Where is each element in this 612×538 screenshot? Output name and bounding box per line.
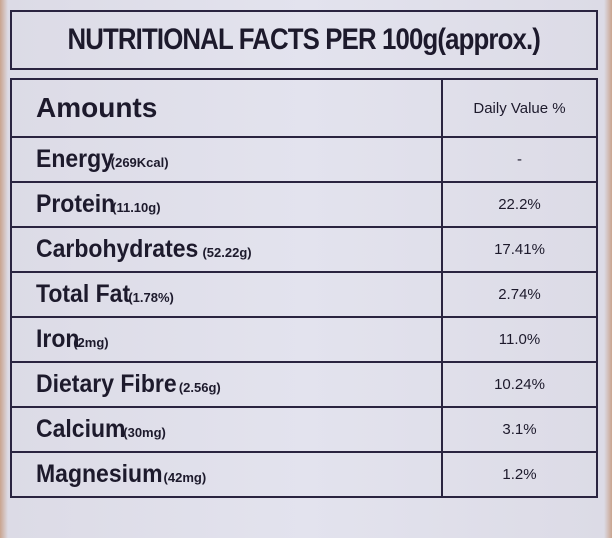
nutrient-amount: (30mg) xyxy=(123,425,166,440)
nutrient-amount: (42mg) xyxy=(163,470,207,485)
nutrient-name: Calcium xyxy=(36,415,126,443)
header-row: Amounts Daily Value % xyxy=(10,78,598,138)
nutrient-cell: Calcium(30mg) xyxy=(10,406,443,453)
nutrient-cell: Total Fat(1.78%) xyxy=(10,271,443,318)
daily-value: 2.74% xyxy=(441,271,598,318)
nutrient-row: Energy(269Kcal) - xyxy=(10,136,598,183)
daily-value: 17.41% xyxy=(441,226,598,273)
nutrient-name: Iron xyxy=(36,325,80,353)
nutrient-cell: Energy(269Kcal) xyxy=(10,136,443,183)
daily-value: 10.24% xyxy=(441,361,598,408)
nutrient-row: Carbohydrates (52.22g) 17.41% xyxy=(10,226,598,273)
nutrient-row: Dietary Fibre (2.56g) 10.24% xyxy=(10,361,598,408)
nutrient-cell: Dietary Fibre (2.56g) xyxy=(10,361,443,408)
nutrient-name: Magnesium xyxy=(36,460,163,488)
header-amounts: Amounts xyxy=(10,78,443,138)
nutrient-cell: Protein(11.10g) xyxy=(10,181,443,228)
nutrient-name: Energy xyxy=(36,145,114,173)
nutrient-row: Protein(11.10g) 22.2% xyxy=(10,181,598,228)
daily-value: 1.2% xyxy=(441,451,598,498)
nutrient-row: Magnesium(42mg) 1.2% xyxy=(10,451,598,498)
daily-value: 22.2% xyxy=(441,181,598,228)
nutrient-name: Carbohydrates xyxy=(36,235,199,263)
daily-value: 11.0% xyxy=(441,316,598,363)
nutrient-row: Calcium(30mg) 3.1% xyxy=(10,406,598,453)
daily-value: 3.1% xyxy=(441,406,598,453)
title-box: NUTRITIONAL FACTS PER 100g(approx.) xyxy=(10,10,598,70)
nutrient-name: Dietary Fibre xyxy=(36,370,177,398)
nutrient-amount: (52.22g) xyxy=(202,245,252,260)
header-daily-value: Daily Value % xyxy=(441,78,598,138)
nutrition-table: Amounts Daily Value % Energy(269Kcal) - Pr… xyxy=(10,78,598,498)
nutrient-amount: (11.10g) xyxy=(112,200,161,215)
nutrient-amount: (2mg) xyxy=(73,335,109,350)
nutrient-amount: (2.56g) xyxy=(178,380,221,395)
nutrient-cell: Carbohydrates (52.22g) xyxy=(10,226,443,273)
nutrient-row: Total Fat(1.78%) 2.74% xyxy=(10,271,598,318)
title: NUTRITIONAL FACTS PER 100g(approx.) xyxy=(67,23,541,56)
nutrient-amount: (269Kcal) xyxy=(110,155,169,170)
nutrient-name: Protein xyxy=(36,190,116,218)
nutrient-cell: Magnesium(42mg) xyxy=(10,451,443,498)
nutrient-amount: (1.78%) xyxy=(128,290,174,305)
nutrient-cell: Iron(2mg) xyxy=(10,316,443,363)
nutrient-name: Total Fat xyxy=(36,280,131,308)
nutrient-row: Iron(2mg) 11.0% xyxy=(10,316,598,363)
daily-value: - xyxy=(441,136,598,183)
